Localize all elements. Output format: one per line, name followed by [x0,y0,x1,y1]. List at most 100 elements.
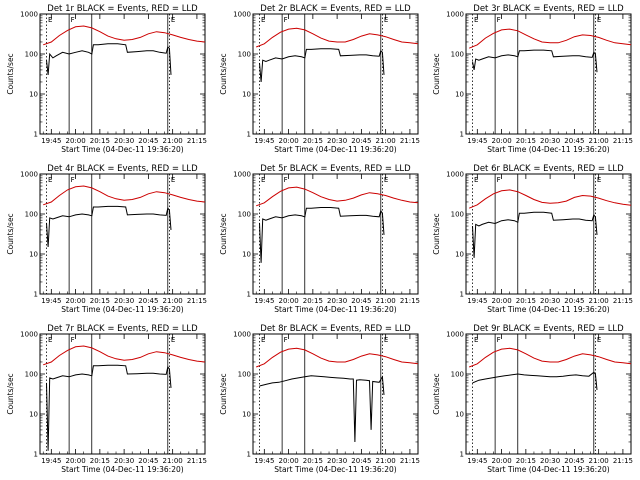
x-tick-label: 20:45 [351,297,371,305]
y-tick-label: 1000 [20,11,38,19]
y-axis-label: Counts/sec [6,53,15,94]
lld-series-line [469,28,632,49]
x-tick-label: 21:00 [589,137,609,145]
y-tick-label: 1 [460,131,464,139]
event-marker-label: E [597,16,601,24]
event-marker-label: E [48,16,52,24]
y-tick-label: 1 [460,291,464,299]
x-tick-label: 20:45 [564,297,584,305]
event-marker-label: E [474,336,478,344]
x-tick-label: 19:45 [254,137,274,145]
y-tick-label: 100 [451,371,464,379]
x-axis-label: Start Time (04-Dec-11 19:36:20) [274,465,396,474]
x-tick-label: 20:00 [491,297,511,305]
events-series-line [46,205,172,248]
x-tick-label: 20:30 [327,457,347,465]
y-tick-label: 100 [451,211,464,219]
x-tick-label: 20:45 [351,457,371,465]
event-marker-label: F [71,176,75,184]
event-marker-label: E [261,176,265,184]
y-tick-label: 100 [25,371,38,379]
x-tick-label: 21:15 [613,297,633,305]
events-series-line [472,49,598,73]
events-series-line [259,375,385,443]
x-tick-label: 20:15 [303,137,323,145]
plot-frame [465,333,632,455]
x-tick-label: 19:45 [467,297,487,305]
event-marker-label: E [48,336,52,344]
lld-series-line [256,27,419,48]
event-marker-label: E [261,336,265,344]
y-tick-label: 1000 [446,11,464,19]
y-axis-label: Counts/sec [6,373,15,414]
x-tick-label: 21:00 [163,137,183,145]
x-tick-label: 21:00 [163,297,183,305]
x-tick-label: 20:30 [327,137,347,145]
y-axis-label: Counts/sec [432,53,441,94]
event-marker-label: F [497,16,501,24]
x-tick-label: 20:00 [65,457,85,465]
x-tick-label: 21:00 [376,137,396,145]
x-tick-label: 20:45 [351,137,371,145]
x-tick-label: 21:00 [376,297,396,305]
y-tick-label: 1 [247,451,251,459]
events-series-line [259,48,385,83]
x-tick-label: 20:00 [278,137,298,145]
panel-1: Det 1r BLACK = Events, RED = LLD 1 10 100 10… [6,4,207,154]
x-tick-label: 19:45 [41,297,61,305]
x-tick-label: 20:45 [138,457,158,465]
x-tick-label: 20:15 [303,457,323,465]
y-tick-label: 1000 [446,331,464,339]
event-marker-label: E [261,16,265,24]
y-tick-label: 1000 [233,11,251,19]
event-marker-label: E [171,16,175,24]
event-marker-label: E [384,336,388,344]
event-marker-label: F [284,176,288,184]
event-marker-label: E [474,16,478,24]
x-tick-label: 20:15 [516,137,536,145]
event-marker-label: E [384,176,388,184]
event-marker-label: E [597,176,601,184]
plot-frame [252,173,419,295]
x-tick-label: 20:30 [114,457,134,465]
x-tick-label: 21:15 [613,457,633,465]
lld-series-line [43,345,206,366]
panel-title: Det 2r BLACK = Events, RED = LLD [260,4,411,14]
event-marker-label: F [284,16,288,24]
panel-title: Det 3r BLACK = Events, RED = LLD [473,4,624,14]
x-tick-label: 20:00 [491,457,511,465]
panel-3: Det 3r BLACK = Events, RED = LLD 1 10 100 10… [432,4,633,154]
events-series-line [472,211,598,258]
panel-9: Det 9r BLACK = Events, RED = LLD 1 10 100 10… [432,324,633,474]
y-tick-label: 100 [238,211,251,219]
panel-6: Det 6r BLACK = Events, RED = LLD 1 10 100 10… [432,164,633,314]
y-tick-label: 1000 [233,171,251,179]
y-tick-label: 10 [242,411,251,419]
x-tick-label: 21:15 [400,137,420,145]
y-axis-label: Counts/sec [432,373,441,414]
x-tick-label: 20:15 [90,137,110,145]
event-marker-label: E [171,176,175,184]
y-tick-label: 10 [455,251,464,259]
plot-frame [465,173,632,295]
x-tick-label: 21:00 [163,457,183,465]
y-axis-label: Counts/sec [219,213,228,254]
panel-4: Det 4r BLACK = Events, RED = LLD 1 10 100 10… [6,164,207,314]
x-tick-label: 20:30 [540,457,560,465]
x-axis-label: Start Time (04-Dec-11 19:36:20) [61,145,183,154]
x-tick-label: 20:00 [65,297,85,305]
x-tick-label: 19:45 [254,297,274,305]
y-axis-label: Counts/sec [6,213,15,254]
x-axis-label: Start Time (04-Dec-11 19:36:20) [61,305,183,314]
y-axis-label: Counts/sec [219,373,228,414]
y-tick-label: 100 [25,51,38,59]
x-tick-label: 20:30 [540,137,560,145]
y-tick-label: 100 [238,51,251,59]
y-tick-label: 100 [238,371,251,379]
plot-frame [465,13,632,135]
lld-series-line [256,186,419,207]
event-marker-label: E [597,336,601,344]
x-tick-label: 19:45 [41,137,61,145]
x-tick-label: 19:45 [254,457,274,465]
